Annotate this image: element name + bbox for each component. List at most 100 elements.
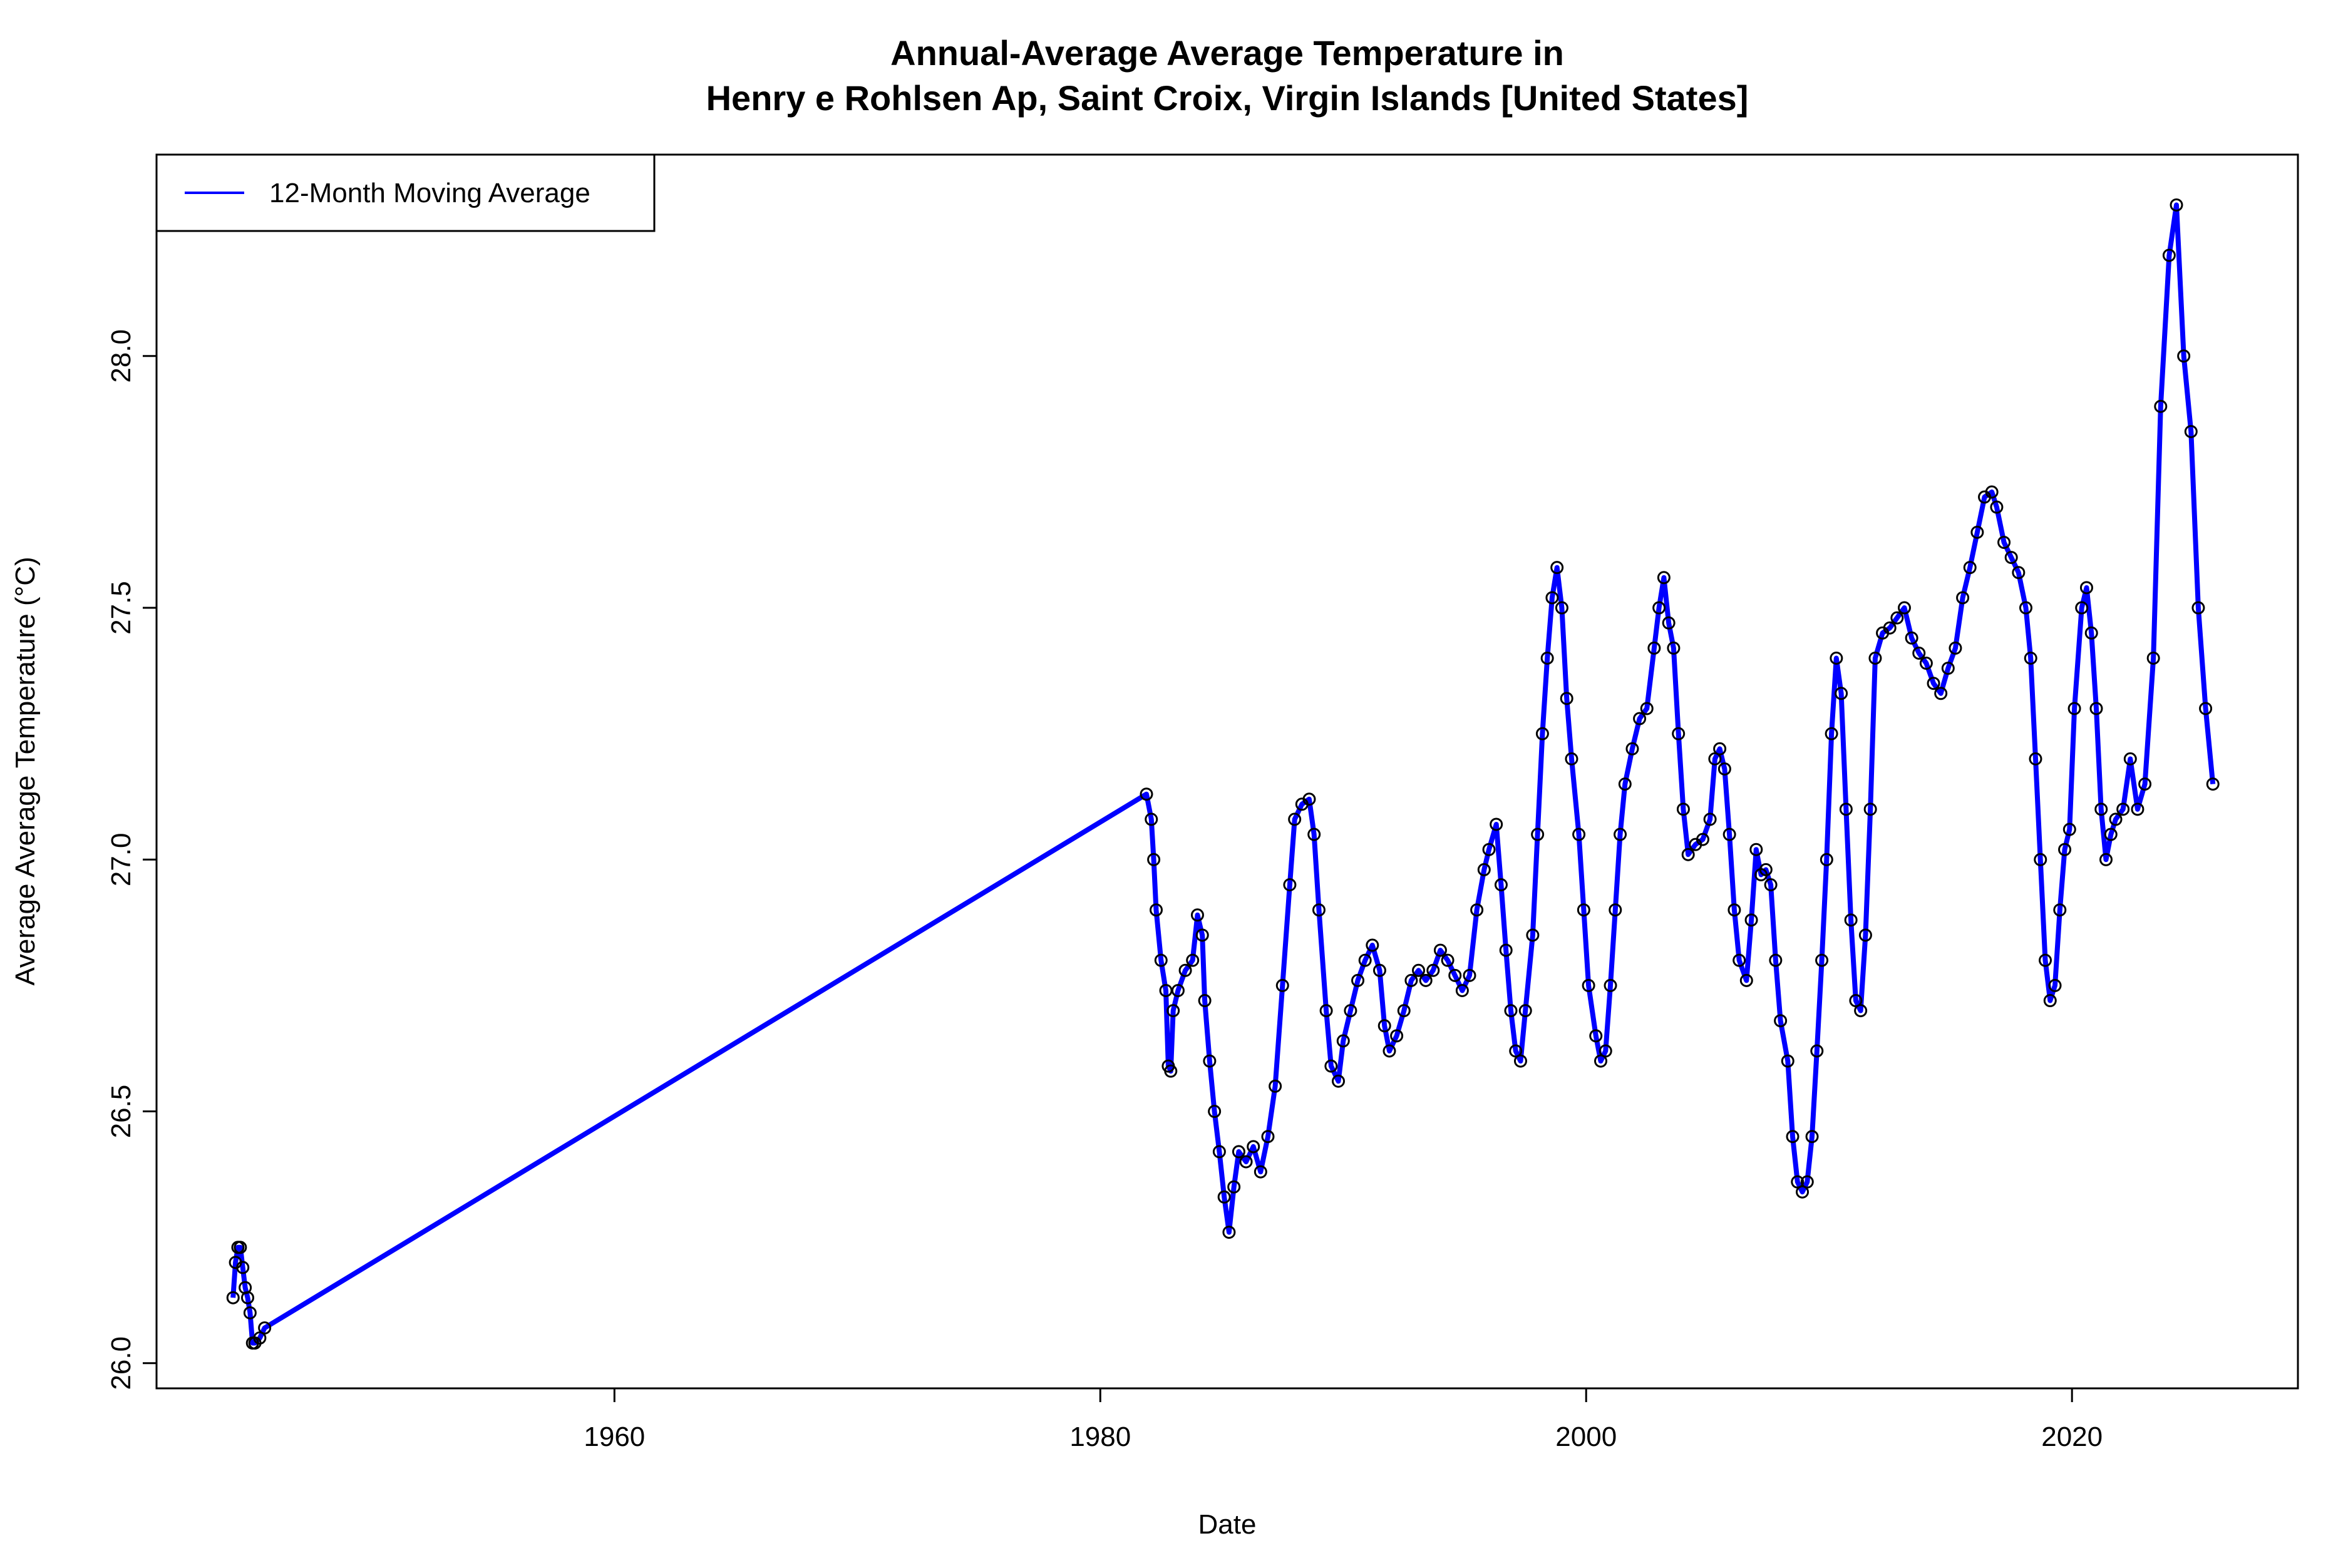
data-point [1397,1004,1411,1018]
x-tick-label: 1960 [584,1422,645,1452]
data-point [1815,953,1829,967]
data-point [1667,641,1681,655]
data-point [1383,1044,1396,1058]
data-point [236,1261,250,1274]
data-point [1208,1105,1222,1119]
data-point [1526,928,1540,942]
data-point [1647,641,1661,655]
data-point [1614,828,1627,841]
data-point [1448,968,1462,982]
data-point [1336,1034,1350,1048]
data-point [2184,424,2198,438]
data-point [1504,1004,1518,1018]
data-point [2058,843,2072,856]
data-point [2094,802,2108,816]
data-point [1618,777,1632,791]
data-point [1166,1004,1180,1018]
data-point [2048,978,2062,992]
data-point [1470,903,1484,917]
data-point [1331,1074,1345,1088]
data-point [1490,817,1503,831]
data-point [1572,828,1586,841]
data-point [1247,1140,1260,1154]
data-point [1739,973,1753,987]
data-point [1825,727,1838,740]
data-point [1222,1226,1236,1239]
data-point [243,1306,257,1319]
data-point [1744,913,1758,927]
data-point [1657,571,1671,585]
y-axis-label: Average Average Temperature (°C) [10,556,41,985]
data-point [1531,828,1545,841]
data-point [1927,677,1940,690]
data-point [1288,812,1302,826]
data-point [1717,762,1731,776]
data-point [2075,601,2089,615]
data-point [1261,1130,1275,1144]
data-point [1344,1004,1357,1018]
data-point [226,1291,240,1304]
data-point [1890,611,1904,625]
data-point [1555,601,1568,615]
data-point [1759,863,1773,876]
data-point [1366,938,1379,952]
data-point [1140,787,1153,801]
data-point [1589,1029,1603,1043]
data-point [1433,943,1447,957]
data-point [1868,651,1882,665]
data-point [1535,727,1549,740]
data-point [1764,878,1778,892]
data-point [1897,601,1911,615]
x-tick-label: 2000 [1555,1422,1617,1452]
data-point [2039,953,2052,967]
data-point [2062,822,2076,836]
y-tick-label: 26.0 [106,1336,136,1390]
data-point [1565,752,1578,766]
data-point [1203,1054,1217,1068]
data-point [1312,903,1326,917]
data-point [1154,953,1168,967]
data-point [1640,702,1654,715]
y-tick-label: 27.5 [106,581,136,635]
data-point [1672,727,1686,740]
data-point [1708,752,1722,766]
data-point [1941,662,1955,675]
data-point [1358,953,1372,967]
data-point [1269,1079,1282,1093]
data-point [1319,1004,1333,1018]
chart-title: Henry e Rohlsen Ap, Saint Croix, Virgin … [706,78,1749,118]
data-point [1455,983,1469,997]
data-point [1599,1044,1612,1058]
data-point [1662,616,1676,630]
x-tick-label: 2020 [2041,1422,2103,1452]
data-point [2206,777,2220,791]
data-point [234,1241,247,1254]
data-point [1849,994,1863,1008]
data-point [1275,978,1289,992]
data-point [2104,828,2118,841]
data-point [2099,853,2113,866]
data-point [1609,903,1622,917]
data-point [1324,1059,1338,1073]
legend-box [155,153,656,232]
data-point [1227,1180,1241,1194]
data-point [2109,812,2123,826]
data-point [2199,702,2213,715]
data-point [1550,561,1564,575]
x-tick-label: 1980 [1069,1422,1131,1452]
data-point [1441,953,1455,967]
data-point [2004,551,2018,565]
data-point [1633,712,1647,725]
data-point [1728,903,1741,917]
data-point [2131,802,2145,816]
data-point [1839,802,1853,816]
data-point [1239,1155,1253,1169]
data-point [1164,1064,1178,1078]
data-point [1582,978,1595,992]
data-point [1858,928,1872,942]
data-point [1302,792,1316,806]
data-point [1791,1175,1805,1189]
data-point [1217,1190,1231,1204]
data-point [2123,752,2137,766]
